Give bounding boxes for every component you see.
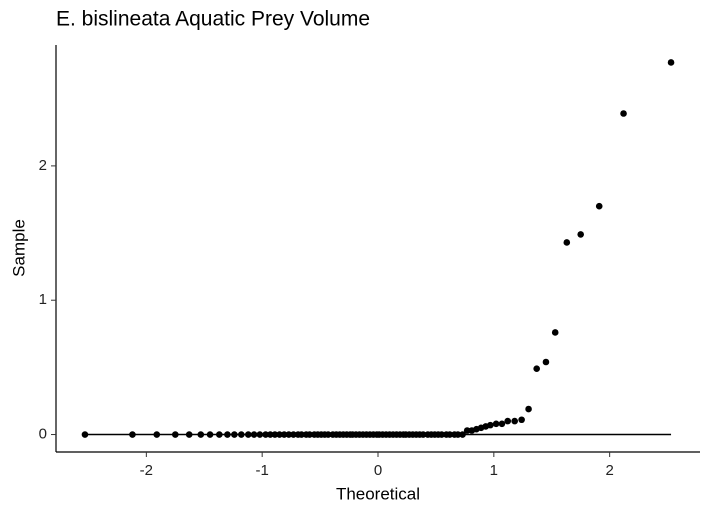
point: [244, 431, 252, 438]
point: [266, 431, 274, 438]
chart-title: E. bislineata Aquatic Prey Volume: [56, 8, 370, 31]
point: [504, 417, 512, 425]
point: [216, 431, 223, 438]
x-tick-label: 1: [490, 462, 498, 479]
point: [459, 431, 466, 438]
point: [667, 59, 675, 66]
point: [298, 431, 305, 438]
point: [172, 431, 179, 438]
x-tick-label: 2: [605, 462, 613, 479]
point: [231, 431, 238, 438]
point: [153, 431, 161, 438]
point: [563, 239, 571, 246]
point: [197, 431, 205, 438]
point: [542, 358, 550, 366]
point: [224, 431, 231, 438]
x-tick-label: -1: [256, 462, 269, 479]
y-axis-label: Sample: [9, 219, 28, 277]
point: [525, 405, 532, 413]
point: [487, 421, 494, 429]
point: [551, 329, 559, 336]
y-tick-label: 1: [39, 291, 47, 308]
point: [256, 431, 264, 438]
point: [324, 431, 332, 438]
y-tick-label: 2: [39, 157, 47, 174]
point: [306, 431, 313, 438]
point: [419, 431, 427, 438]
point: [454, 431, 462, 438]
point: [463, 427, 471, 434]
point: [446, 431, 454, 438]
point: [285, 431, 293, 438]
point: [262, 431, 269, 438]
y-tick-label: 0: [39, 426, 47, 443]
point: [206, 431, 214, 438]
point: [271, 431, 279, 438]
point: [129, 431, 136, 438]
point: [498, 420, 506, 428]
x-tick-label: 0: [374, 462, 382, 479]
point: [250, 431, 258, 438]
point: [518, 416, 525, 424]
point: [238, 431, 245, 438]
x-axis-label: Theoretical: [336, 484, 420, 503]
point: [595, 202, 603, 210]
point: [185, 431, 193, 438]
point: [492, 420, 500, 428]
point: [276, 431, 283, 438]
point: [533, 365, 540, 373]
point: [290, 431, 297, 438]
point: [438, 431, 446, 438]
x-tick-label: -2: [140, 462, 153, 479]
point: [620, 110, 627, 117]
point: [511, 417, 518, 425]
point: [577, 231, 584, 238]
point: [81, 431, 89, 438]
point: [280, 431, 288, 438]
